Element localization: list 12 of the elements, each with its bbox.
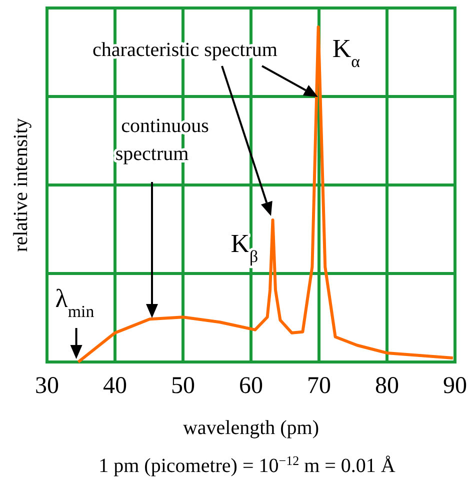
x-tick-label: 70 [307, 373, 331, 399]
x-tick-label: 80 [375, 373, 399, 399]
text: 1 pm (picometre) = 10$^{−12}$ m = 0.01 Å [98, 452, 396, 477]
annotation: λ$_{min}$ [55, 284, 95, 320]
annotation: K$_{α}$ [332, 34, 360, 70]
x-tick-label: 60 [239, 373, 263, 399]
x-tick-label: 30 [35, 373, 59, 399]
y-axis-title: relative intensity [10, 118, 32, 252]
x-tick-label: 40 [103, 373, 127, 399]
x-axis-title: wavelength (pm) [182, 417, 320, 439]
x-tick-label: 90 [443, 373, 467, 399]
x-tick-label: 50 [171, 373, 195, 399]
